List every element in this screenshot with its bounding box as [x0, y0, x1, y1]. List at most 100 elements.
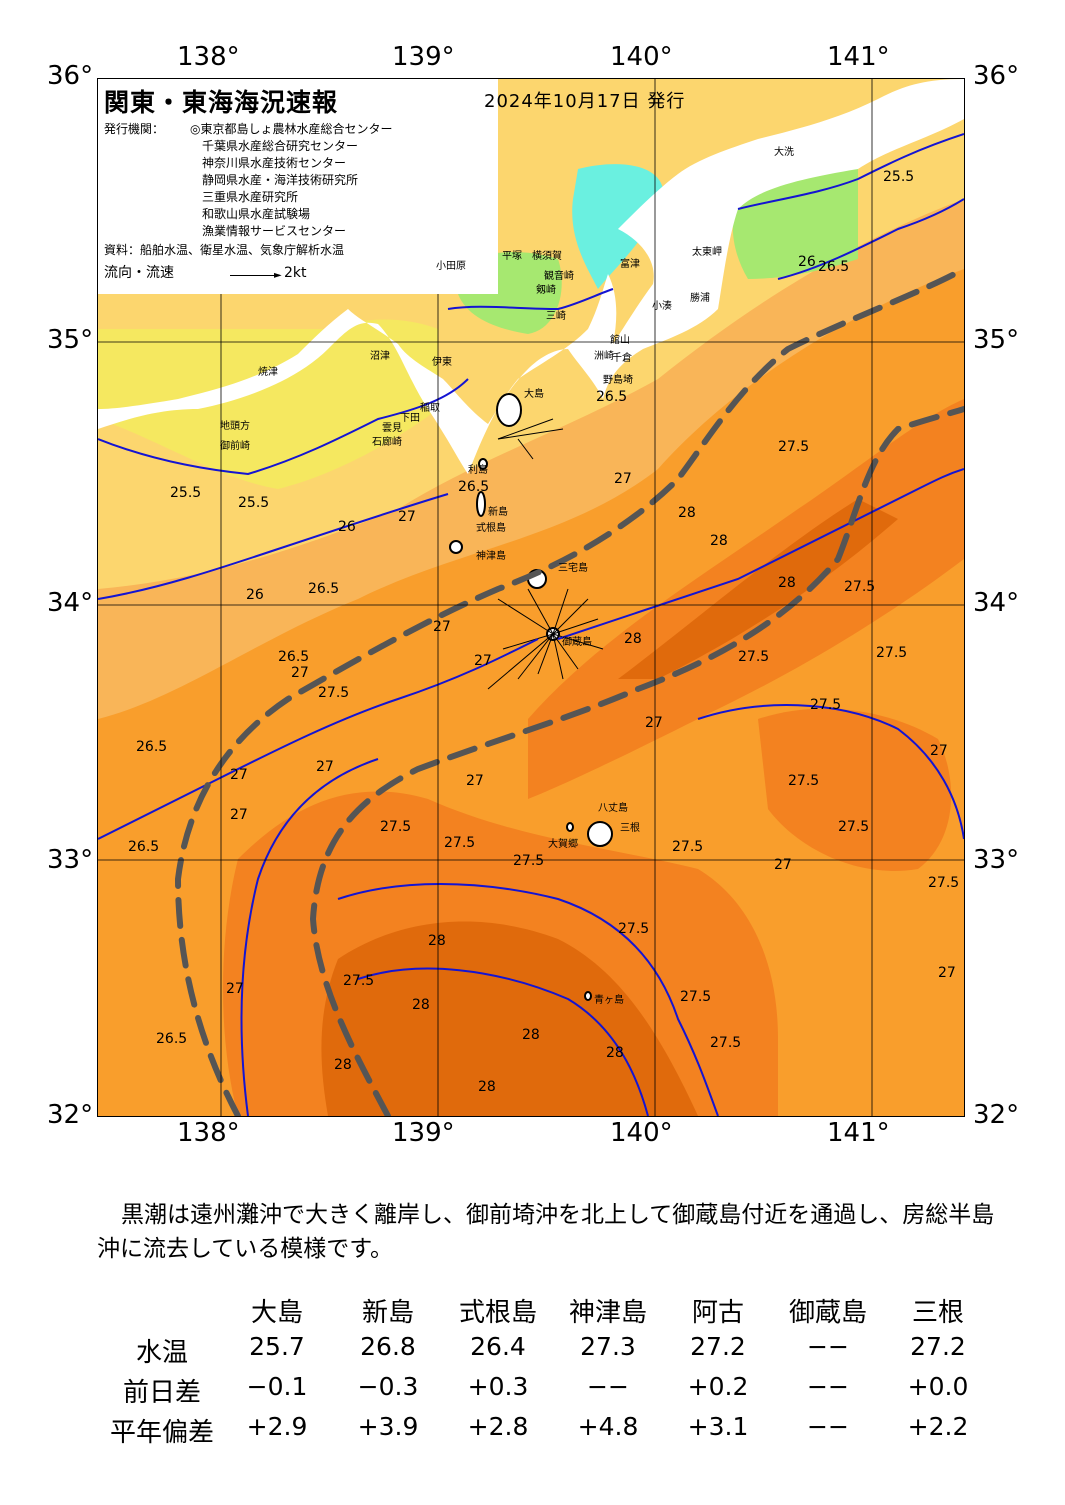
issuer-4: 静岡県水産・海洋技術研究所: [202, 173, 359, 187]
lon-label-bottom-139: 139°: [392, 1118, 455, 1148]
contour-label: 27: [466, 773, 484, 789]
place-name: 御蔵島: [562, 637, 592, 648]
issuer-7: 漁業情報サービスセンター: [202, 224, 347, 238]
island-aogashima: [584, 991, 592, 1001]
map-title: 関東・東海海況速報: [104, 88, 339, 117]
place-name: 洲崎: [594, 351, 614, 362]
stat-value: +2.8: [467, 1412, 529, 1441]
stat-value: −−: [587, 1372, 629, 1401]
place-name: 勝浦: [690, 293, 710, 304]
sea-temperature-map: 関東・東海海況速報 2024年10月17日 発行 発行機関： ◎東京都島しょ農林…: [97, 78, 965, 1117]
stats-row-anomaly: 平年偏差 +2.9 +3.9 +2.8 +4.8 +3.1 −− +2.2: [97, 1412, 997, 1452]
contour-label: 27: [930, 743, 948, 759]
contour-label: 28: [710, 533, 728, 549]
contour-label: 27.5: [876, 645, 908, 661]
place-name: 神津島: [476, 551, 506, 562]
contour-label: 28: [522, 1027, 540, 1043]
contour-label: 27.5: [513, 853, 545, 869]
place-name: 式根島: [476, 523, 506, 534]
lat-label-right-32: 32°: [973, 1100, 1020, 1130]
contour-label: 27.5: [343, 973, 375, 989]
legend-arrow-icon: ►: [274, 270, 282, 281]
place-name: 大賀郷: [548, 839, 578, 850]
place-name: 大島: [524, 389, 544, 400]
temp-zone-27-5-east: [758, 708, 952, 871]
contour-label: 28: [606, 1045, 624, 1061]
contour-label: 27: [645, 715, 663, 731]
place-name: 観音崎: [544, 271, 574, 282]
contour-label: 26: [798, 254, 816, 270]
island-niijima: [476, 491, 486, 517]
contour-label: 25.5: [238, 495, 270, 511]
issuer-6: 和歌山県水産試験場: [202, 207, 311, 221]
place-name: 稲取: [420, 403, 440, 414]
place-name: 青ヶ島: [594, 995, 624, 1006]
contour-label: 28: [334, 1057, 352, 1073]
stats-row-temp: 水温 25.7 26.8 26.4 27.3 27.2 −− 27.2: [97, 1332, 997, 1372]
contour-label: 27: [398, 509, 416, 525]
island-oshima: [496, 393, 522, 427]
legend-speed: 2kt: [284, 265, 307, 281]
lat-label-left-32: 32°: [47, 1100, 94, 1130]
contour-label: 27.5: [444, 835, 476, 851]
contour-label: 25.5: [883, 169, 915, 185]
contour-label: 26: [338, 519, 356, 535]
place-name: 三宅島: [558, 563, 588, 574]
contour-label: 26: [246, 587, 264, 603]
place-name: 焼津: [258, 367, 278, 378]
current-vectors: [487, 418, 604, 690]
contour-label: 28: [478, 1079, 496, 1095]
data-source: 資料：船舶水温、衛星水温、気象庁解析水温: [104, 243, 345, 257]
place-name: 石廊崎: [372, 437, 402, 448]
lat-label-left-33: 33°: [47, 845, 94, 875]
place-name: 地頭方: [220, 421, 250, 432]
place-name: 伊東: [432, 357, 452, 368]
row-label: 平年偏差: [109, 1418, 214, 1448]
contour-label: 28: [412, 997, 430, 1013]
lat-label-right-33: 33°: [973, 845, 1020, 875]
stat-value: 26.8: [360, 1332, 416, 1361]
lon-label-bottom-141: 141°: [827, 1118, 890, 1148]
stat-value: 27.2: [690, 1332, 746, 1361]
lon-label-top-139: 139°: [392, 42, 455, 72]
temp-zone-28-core: [618, 499, 898, 679]
place-name: 横須賀: [532, 251, 562, 262]
stat-value: 26.4: [470, 1332, 526, 1361]
lat-label-left-36: 36°: [47, 61, 94, 91]
island-hachijo-kojima: [566, 822, 574, 832]
kuroshio-path: [174, 266, 964, 1116]
contour-label: 26.5: [308, 581, 340, 597]
issuer-label: 発行機関：: [104, 122, 165, 136]
place-name: 三根: [620, 823, 640, 834]
contour-label: 27.5: [738, 649, 770, 665]
place-name: 剱崎: [536, 285, 556, 296]
contour-label: 26.5: [818, 259, 850, 275]
lat-label-right-35: 35°: [973, 325, 1020, 355]
station-header: 新島: [361, 1298, 414, 1328]
contour-label: 27: [938, 965, 956, 981]
temp-zone-28-south: [321, 921, 698, 1116]
contour-label: 28: [678, 505, 696, 521]
station-header: 大島: [250, 1298, 303, 1328]
contour-label: 27.5: [838, 819, 870, 835]
station-header: 御蔵島: [788, 1298, 867, 1328]
contour-label: 27.5: [680, 989, 712, 1005]
contour-label: 27: [433, 619, 451, 635]
contour-label: 27: [291, 665, 309, 681]
place-name: 御前崎: [220, 441, 250, 452]
contour-label: 27: [474, 653, 492, 669]
place-name: 沼津: [370, 351, 390, 362]
island-hachijojima: [587, 821, 613, 847]
contour-label: 26.5: [136, 739, 168, 755]
contour-lines: [98, 133, 964, 1116]
contour-label: 28: [428, 933, 446, 949]
issuer-3: 神奈川県水産技術センター: [202, 156, 347, 170]
stat-value: −0.1: [246, 1372, 308, 1401]
place-name: 太東岬: [692, 247, 722, 258]
stat-value: +3.9: [357, 1412, 419, 1441]
issuer-5: 三重県水産研究所: [202, 190, 299, 204]
place-name: 館山: [610, 335, 630, 346]
stat-value: −−: [807, 1372, 849, 1401]
cold-water-kashima: [732, 165, 858, 279]
lon-label-top-138: 138°: [177, 42, 240, 72]
